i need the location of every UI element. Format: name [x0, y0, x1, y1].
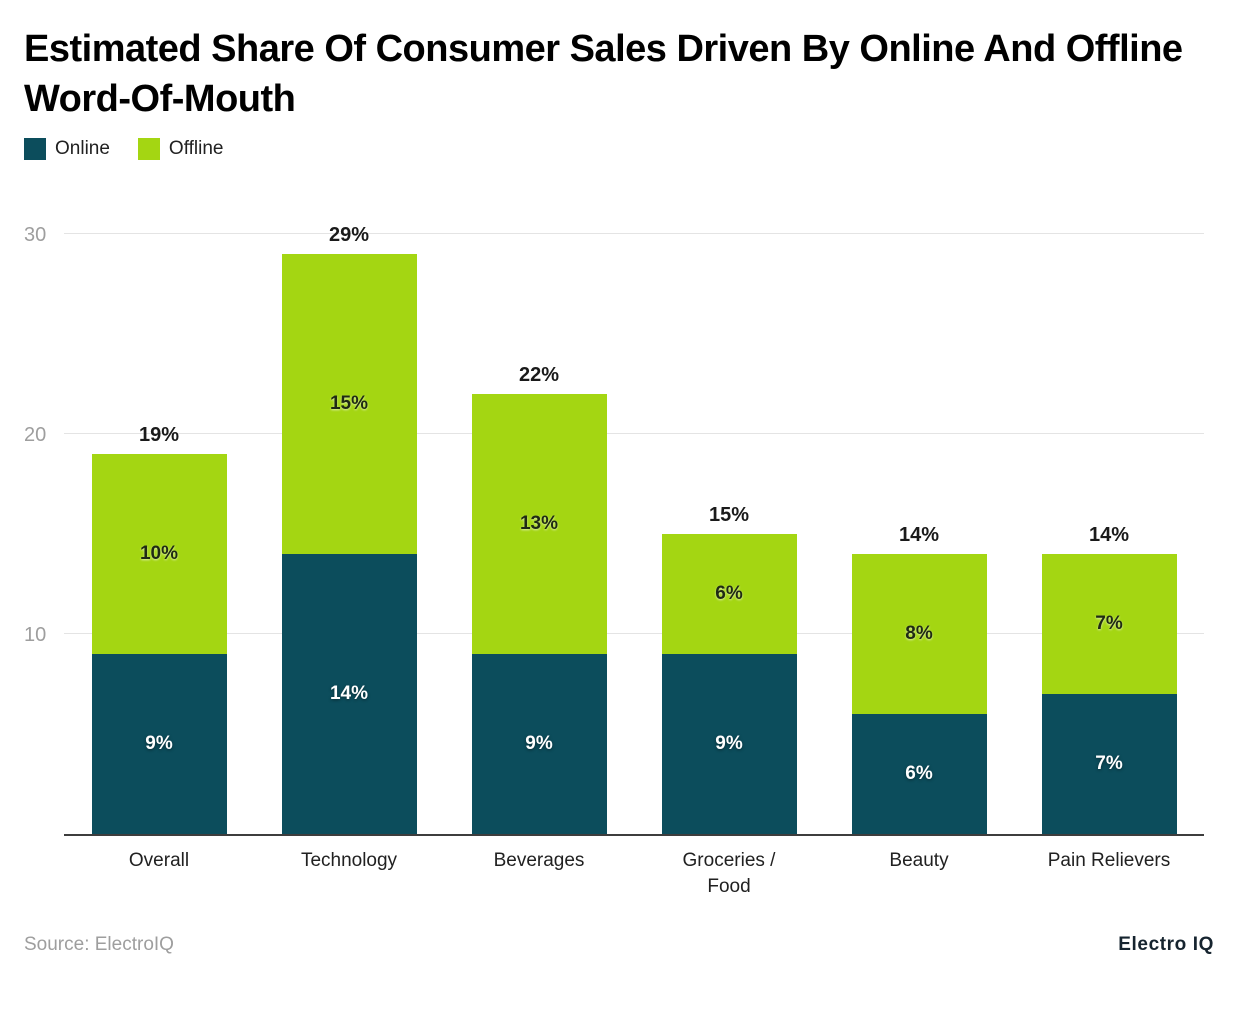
legend-label: Online: [55, 138, 110, 160]
segment-value-label: 15%: [329, 393, 369, 415]
category-label: Beverages: [493, 850, 585, 872]
bar-column: 15% 6% 9%: [634, 194, 824, 835]
category-label: Overall: [128, 850, 190, 872]
x-axis-labels: Overall Technology Beverages Groceries / Fo…: [64, 848, 1204, 899]
legend-label: Offline: [168, 138, 224, 160]
bar-segment-offline: 13%: [471, 394, 607, 655]
legend-item-offline: Offline: [137, 138, 224, 161]
segment-value-label: 6%: [905, 763, 933, 785]
bar-segment-offline: 10%: [91, 454, 227, 655]
category-label: Beauty: [889, 850, 949, 872]
segment-value-label: 9%: [525, 733, 553, 755]
segment-value-label: 7%: [1095, 613, 1123, 635]
total-label: 19%: [138, 424, 180, 447]
category-label: Groceries / Food: [682, 850, 776, 897]
bar-segment-offline: 15%: [281, 254, 417, 555]
segment-value-label: 13%: [519, 513, 559, 535]
bar-column: 14% 8% 6%: [824, 194, 1014, 835]
gridline: [64, 633, 1204, 635]
bar-segment-online: 7%: [1041, 694, 1177, 835]
total-label: 14%: [898, 524, 940, 547]
bar-segment-offline: 8%: [851, 554, 987, 715]
brand-logo-text: Electro IQ: [1118, 933, 1214, 955]
bar-segment-online: 14%: [281, 554, 417, 835]
y-tick-label: 30: [24, 224, 47, 247]
category-label-cell: Beverages: [444, 848, 634, 899]
segment-value-label: 8%: [905, 623, 933, 645]
bar-segment-online: 9%: [661, 654, 797, 835]
chart-title: Estimated Share Of Consumer Sales Driven…: [24, 28, 1183, 121]
y-tick-label: 10: [24, 624, 47, 647]
bar-segment-online: 9%: [471, 654, 607, 835]
bar-column: 29% 15% 14%: [254, 194, 444, 835]
bar-segment-offline: 7%: [1041, 554, 1177, 695]
footer: Source: ElectroIQ Electro IQ: [24, 934, 1214, 956]
bar-column: 22% 13% 9%: [444, 194, 634, 835]
gridline: [64, 233, 1204, 235]
total-label: 14%: [1088, 524, 1130, 547]
category-label-cell: Overall: [64, 848, 254, 899]
total-label: 29%: [328, 224, 370, 247]
bar-segment-online: 6%: [851, 714, 987, 835]
y-tick-label: 20: [24, 424, 47, 447]
segment-value-label: 10%: [139, 543, 179, 565]
plot-area: 10 20 30 19% 10% 9% 29% 15% 14% 22% 13% 9% 15% 6% 9% 14…: [24, 194, 1204, 837]
category-label-cell: Pain Relievers: [1014, 848, 1204, 899]
gridline: [64, 433, 1204, 435]
category-label-cell: Groceries / Food: [634, 848, 824, 899]
category-label: Technology: [300, 850, 398, 872]
total-label: 15%: [708, 504, 750, 527]
legend-swatch: [24, 138, 46, 161]
category-label-cell: Beauty: [824, 848, 1014, 899]
bar-segment-offline: 6%: [661, 534, 797, 655]
legend-item-online: Online: [24, 138, 110, 161]
category-label-cell: Technology: [254, 848, 444, 899]
bars-layer: 19% 10% 9% 29% 15% 14% 22% 13% 9% 15% 6% 9% 14% 8% 6% 1…: [64, 194, 1204, 835]
bar-column: 14% 7% 7%: [1014, 194, 1204, 835]
total-label: 22%: [518, 364, 560, 387]
bar-column: 19% 10% 9%: [64, 194, 254, 835]
bar-segment-online: 9%: [91, 654, 227, 835]
segment-value-label: 6%: [715, 583, 743, 605]
segment-value-label: 9%: [715, 733, 743, 755]
segment-value-label: 7%: [1095, 753, 1123, 775]
source-text: Source: ElectroIQ: [24, 933, 174, 955]
segment-value-label: 9%: [145, 733, 173, 755]
legend: Online Offline: [24, 138, 1216, 161]
segment-value-label: 14%: [329, 683, 369, 705]
legend-swatch: [137, 138, 160, 161]
category-label: Pain Relievers: [1047, 850, 1171, 872]
chart-area: 10 20 30 19% 10% 9% 29% 15% 14% 22% 13% 9% 15% 6% 9% 14…: [24, 194, 1216, 899]
